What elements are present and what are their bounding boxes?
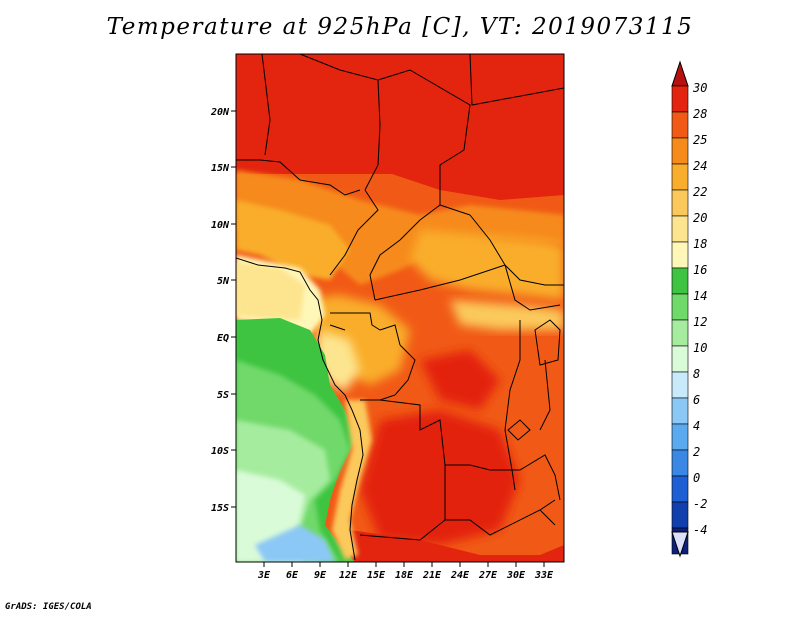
coastline: [236, 257, 364, 561]
colorbar-label: -4: [693, 523, 707, 537]
colorbar-segment: [671, 215, 689, 243]
lon-tick-label: 12E: [339, 570, 358, 581]
lon-tick-label: 6E: [286, 570, 299, 581]
colorbar-label: 25: [693, 133, 707, 147]
colorbar-label: 12: [693, 315, 707, 329]
lat-tick-label: 5S: [217, 390, 229, 401]
lat-tick-label: 15S: [211, 503, 229, 514]
longitude-axis: [263, 562, 545, 567]
lat-tick-label: 20N: [210, 107, 230, 118]
colorbar: [671, 60, 689, 558]
colorbar-segment: [671, 163, 689, 191]
lat-tick-label: 10N: [211, 220, 230, 231]
colorbar-segment: [671, 293, 689, 321]
colorbar-segment: [671, 397, 689, 425]
colorbar-label: 16: [693, 263, 707, 277]
colorbar-label: 4: [693, 419, 700, 433]
colorbar-segment: [671, 111, 689, 139]
colorbar-label: 2: [693, 445, 700, 459]
lat-tick-label: 10S: [211, 446, 229, 457]
map-boundaries: [236, 54, 564, 561]
lon-tick-label: 18E: [395, 570, 414, 581]
colorbar-label: 22: [693, 185, 707, 199]
colorbar-segment: [671, 345, 689, 373]
colorbar-segment: [671, 189, 689, 217]
colorbar-segment: [671, 423, 689, 451]
colorbar-top-arrow: [671, 60, 689, 87]
temperature-field: [236, 54, 564, 562]
colorbar-label: 10: [693, 341, 707, 355]
lat-tick-label: 5N: [217, 276, 230, 287]
colorbar-segment: [671, 449, 689, 477]
latitude-axis: [231, 110, 236, 508]
colorbar-label: 14: [693, 289, 707, 303]
colorbar-label: 18: [693, 237, 707, 251]
colorbar-segment: [671, 267, 689, 295]
lon-tick-label: 33E: [534, 570, 554, 581]
lon-tick-label: 27E: [478, 570, 498, 581]
lon-tick-label: 21E: [422, 570, 442, 581]
colorbar-segment: [671, 475, 689, 503]
colorbar-label: 8: [693, 367, 700, 381]
colorbar-label: 30: [692, 81, 707, 95]
lon-tick-label: 9E: [314, 570, 327, 581]
lon-tick-label: 15E: [367, 570, 386, 581]
colorbar-label: 28: [693, 107, 707, 121]
lat-tick-label: 15N: [211, 163, 230, 174]
lat-tick-label: EQ: [217, 333, 229, 344]
colorbar-segment: [671, 85, 689, 113]
colorbar-segment: [671, 137, 689, 165]
colorbar-segment: [671, 241, 689, 269]
lon-tick-label: 3E: [257, 570, 271, 581]
colorbar-label: 24: [693, 159, 707, 173]
colorbar-bottom-arrow: [671, 531, 689, 558]
map-frame: [235, 53, 565, 563]
colorbar-segment: [671, 501, 689, 529]
map-title: Temperature at 925hPa [C], VT: 201907311…: [106, 14, 694, 40]
colorbar-label: 6: [693, 393, 700, 407]
colorbar-segment: [671, 527, 689, 555]
lon-tick-label: 30E: [506, 570, 526, 581]
colorbar-segment: [671, 319, 689, 347]
colorbar-label: -2: [693, 497, 707, 511]
colorbar-segment: [671, 371, 689, 399]
colorbar-label: 0: [693, 471, 700, 485]
colorbar-label: 20: [693, 211, 707, 225]
grads-credit: GrADS: IGES/COLA: [5, 602, 92, 612]
lon-tick-label: 24E: [450, 570, 470, 581]
